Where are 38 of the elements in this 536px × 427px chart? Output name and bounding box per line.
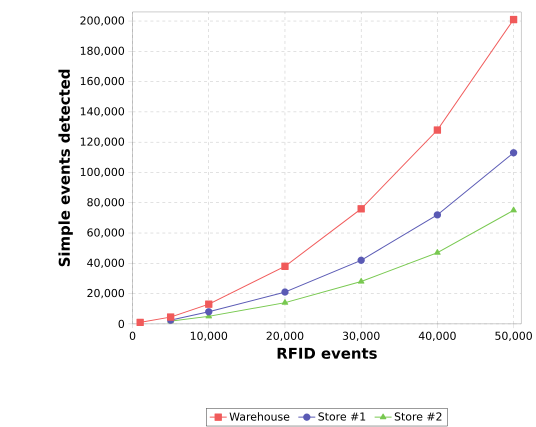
point: [205, 300, 212, 308]
x-tick-label: 20,000: [266, 332, 304, 342]
point: [281, 288, 289, 296]
x-tick-label: 0: [130, 332, 136, 340]
y-tick-label: 180,000: [80, 46, 124, 56]
x-tick-label: 40,000: [418, 332, 456, 342]
point: [510, 206, 517, 213]
point: [281, 262, 289, 270]
point: [166, 314, 174, 321]
y-tick-label: 160,000: [80, 77, 124, 87]
point: [136, 318, 144, 326]
x-tick-label: 10,000: [190, 332, 228, 342]
y-axis-title: Simple events detected: [58, 70, 73, 266]
y-tick-label: 0: [118, 320, 124, 328]
y-tick-label: 80,000: [87, 198, 124, 208]
point: [434, 126, 442, 134]
y-tick-label: 20,000: [87, 289, 124, 299]
legend-label: Store #1: [318, 412, 366, 421]
x-tick-label: 30,000: [342, 332, 380, 342]
y-tick-label: 120,000: [80, 138, 124, 148]
y-tick-label: 40,000: [87, 258, 124, 268]
y-tick-label: 60,000: [87, 228, 124, 238]
point: [510, 16, 518, 24]
point: [357, 256, 365, 264]
point: [434, 249, 441, 256]
legend-label: Store #2: [394, 412, 442, 421]
y-tick-label: 100,000: [80, 168, 124, 178]
legend-label: Warehouse: [230, 412, 290, 421]
y-tick-label: 140,000: [80, 107, 124, 117]
point: [357, 205, 365, 213]
point: [510, 149, 518, 157]
point: [205, 308, 212, 316]
point: [434, 211, 442, 219]
x-tick-label: 50,000: [495, 332, 532, 342]
y-tick-label: 200,000: [80, 16, 124, 26]
point: [282, 299, 288, 306]
x-axis-title: RFID events: [278, 348, 377, 360]
point: [358, 278, 364, 284]
